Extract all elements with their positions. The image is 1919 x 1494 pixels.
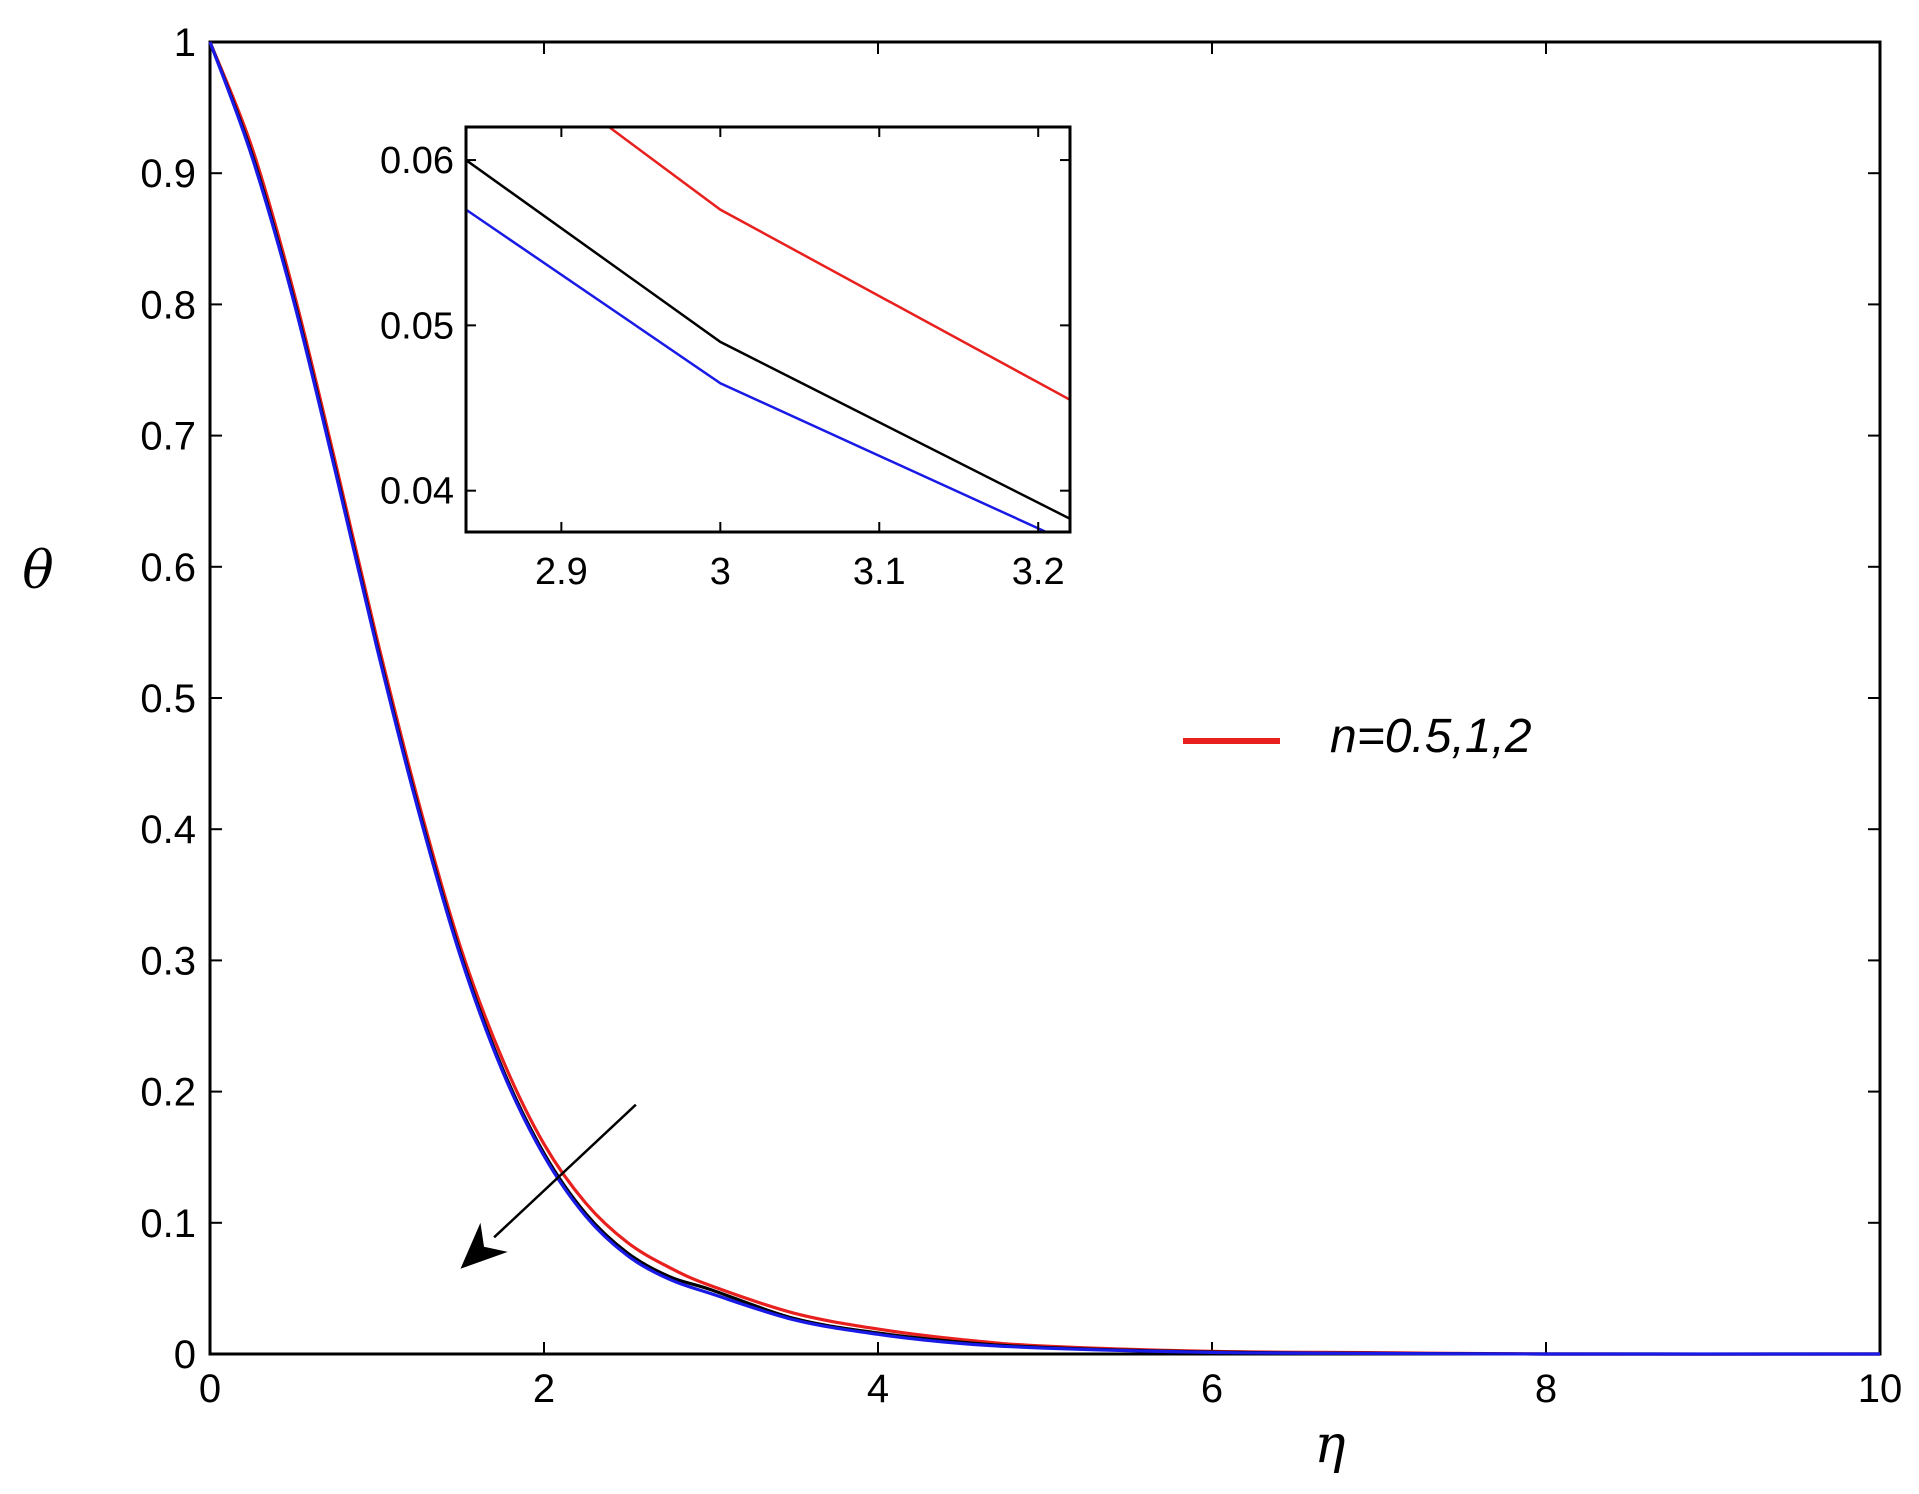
inset-series-line-0 — [608, 127, 1070, 401]
y-tick-label: 0.6 — [140, 546, 196, 590]
y-tick-label: 0.1 — [140, 1202, 196, 1246]
legend-label: n=0.5,1,2 — [1330, 710, 1532, 763]
inset-series-line-1 — [466, 159, 1070, 520]
inset-x-tick-label: 3.1 — [853, 551, 906, 593]
inset-zoom-plot: 2.9 3 3.1 3.2 0.04 0.05 0.06 — [380, 125, 1072, 593]
inset-x-tick-label: 3.2 — [1012, 551, 1065, 593]
x-tick-label: 10 — [1858, 1367, 1903, 1411]
main-axis-ticks: 0 2 4 6 8 10 0 0.1 0.2 0.3 0.4 0.5 0.6 0.7 0.8 0.9 1 — [140, 21, 1902, 1411]
y-tick-label: 0 — [174, 1333, 196, 1377]
y-tick-label: 0.9 — [140, 152, 196, 196]
inset-series-group — [466, 127, 1070, 532]
x-tick-label: 8 — [1535, 1367, 1557, 1411]
y-tick-label: 0.5 — [140, 677, 196, 721]
x-tick-label: 0 — [199, 1367, 221, 1411]
y-tick-label: 0.3 — [140, 939, 196, 983]
inset-y-tick-label: 0.05 — [380, 305, 454, 347]
legend: n=0.5,1,2 — [1183, 710, 1532, 763]
inset-series-line-2 — [466, 208, 1047, 532]
x-axis-label: η — [1314, 1415, 1345, 1475]
main-series-group — [208, 41, 1881, 1356]
y-axis-label: θ — [22, 541, 53, 601]
y-tick-label: 0.8 — [140, 283, 196, 327]
increase-n-arrow — [460, 1103, 637, 1269]
y-tick-label: 0.4 — [140, 808, 196, 852]
y-tick-label: 1 — [174, 21, 196, 65]
arrow-shaft — [493, 1103, 637, 1239]
x-tick-label: 2 — [533, 1367, 555, 1411]
inset-frame — [464, 125, 1072, 534]
y-tick-label: 0.7 — [140, 415, 196, 459]
inset-x-tick-label: 2.9 — [535, 551, 588, 593]
x-tick-label: 4 — [867, 1367, 889, 1411]
inset-axis-ticks: 2.9 3 3.1 3.2 0.04 0.05 0.06 — [380, 127, 1070, 593]
inset-background — [466, 127, 1070, 532]
series-line-2 — [208, 41, 1881, 1356]
x-tick-label: 6 — [1201, 1367, 1223, 1411]
inset-y-tick-label: 0.06 — [380, 140, 454, 182]
inset-x-tick-label: 3 — [710, 551, 731, 593]
arrow-head — [460, 1222, 508, 1269]
y-tick-label: 0.2 — [140, 1071, 196, 1115]
inset-y-tick-label: 0.04 — [380, 471, 454, 513]
